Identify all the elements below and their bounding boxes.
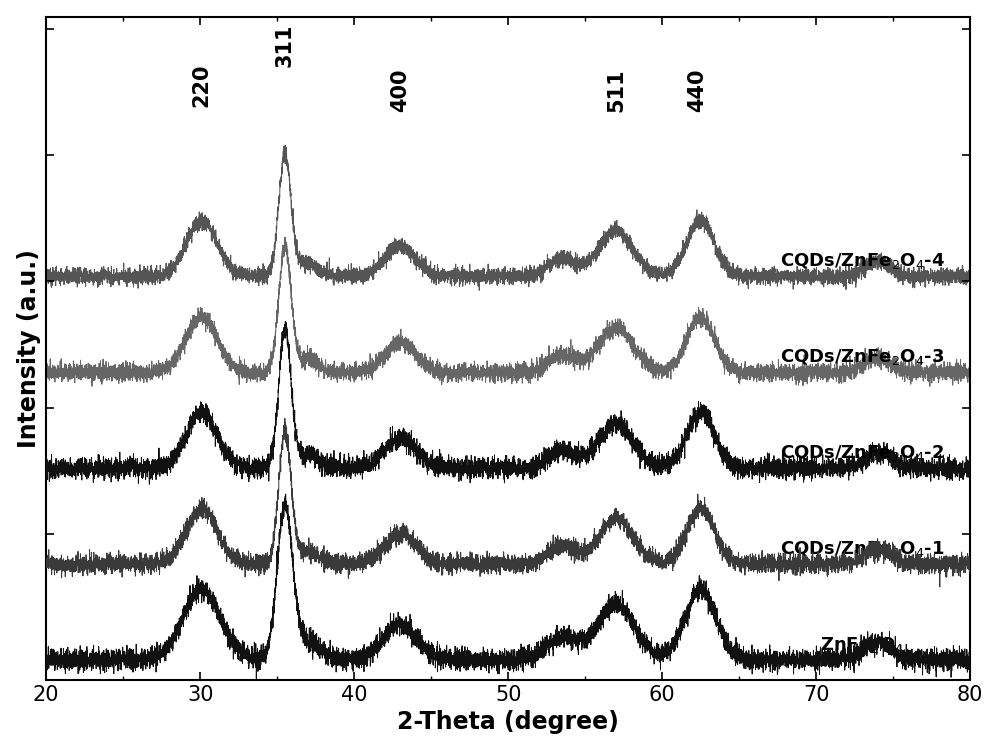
Text: 400: 400 bbox=[390, 69, 410, 113]
Y-axis label: Intensity (a.u.): Intensity (a.u.) bbox=[17, 249, 41, 448]
Text: 440: 440 bbox=[688, 69, 708, 113]
X-axis label: 2-Theta (degree): 2-Theta (degree) bbox=[397, 710, 619, 734]
Text: 311: 311 bbox=[275, 23, 295, 67]
Text: CQDs/ZnFe$_2$O$_4$-1: CQDs/ZnFe$_2$O$_4$-1 bbox=[780, 538, 945, 559]
Text: CQDs/ZnFe$_2$O$_4$-4: CQDs/ZnFe$_2$O$_4$-4 bbox=[780, 252, 945, 271]
Text: CQDs/ZnFe$_2$O$_4$-3: CQDs/ZnFe$_2$O$_4$-3 bbox=[780, 347, 945, 367]
Text: 511: 511 bbox=[606, 69, 626, 113]
Text: ZnFe$_2$O$_4$: ZnFe$_2$O$_4$ bbox=[820, 635, 904, 655]
Text: CQDs/ZnFe$_2$O$_4$-2: CQDs/ZnFe$_2$O$_4$-2 bbox=[780, 443, 944, 463]
Text: 220: 220 bbox=[192, 64, 212, 107]
